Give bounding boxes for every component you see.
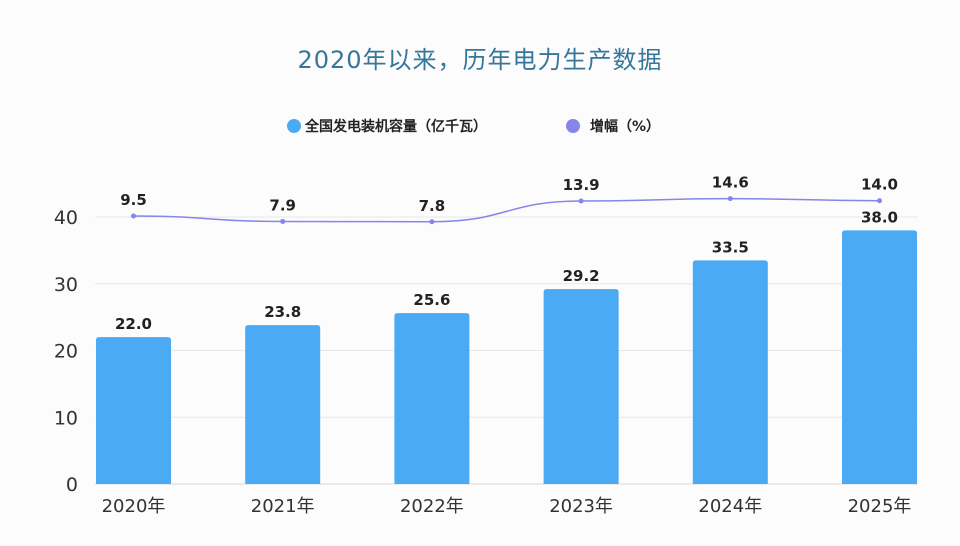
x-tick-label: 2025年 bbox=[848, 496, 912, 517]
y-tick-label: 0 bbox=[66, 474, 78, 496]
growth-point bbox=[429, 219, 435, 225]
legend-label-capacity: 全国发电装机容量（亿千瓦） bbox=[305, 119, 487, 135]
growth-point bbox=[131, 213, 136, 219]
bar-data-label: 29.2 bbox=[563, 267, 600, 285]
growth-data-label: 13.9 bbox=[563, 176, 600, 194]
x-tick-label: 2024年 bbox=[698, 496, 762, 517]
x-tick-label: 2020年 bbox=[102, 496, 166, 517]
bar-data-label: 22.0 bbox=[115, 315, 152, 333]
growth-point bbox=[877, 198, 882, 204]
y-tick-label: 40 bbox=[54, 207, 78, 229]
growth-point bbox=[578, 198, 584, 204]
bar bbox=[692, 260, 768, 484]
legend-item-growth[interactable]: 增幅（%） bbox=[566, 116, 660, 136]
legend-label-growth: 增幅（%） bbox=[590, 119, 661, 135]
bar-data-label: 25.6 bbox=[413, 291, 450, 309]
bar bbox=[245, 325, 321, 484]
x-tick-label: 2021年 bbox=[251, 496, 315, 517]
chart-title: 2020年以来，历年电力生产数据 bbox=[297, 46, 663, 74]
growth-data-label: 14.0 bbox=[861, 176, 898, 194]
legend-swatch-capacity bbox=[287, 119, 301, 133]
growth-line bbox=[133, 197, 880, 223]
growth-data-label: 14.6 bbox=[712, 174, 749, 192]
x-tick-label: 2022年 bbox=[400, 496, 464, 517]
growth-point bbox=[280, 218, 286, 224]
bar bbox=[96, 337, 171, 484]
growth-data-label: 7.8 bbox=[419, 197, 446, 215]
x-tick-label: 2023年 bbox=[549, 496, 613, 517]
y-tick-label: 10 bbox=[54, 407, 78, 429]
growth-point bbox=[727, 196, 733, 202]
y-tick-label: 20 bbox=[54, 341, 78, 363]
bar bbox=[842, 230, 917, 484]
bar-data-label: 33.5 bbox=[712, 238, 749, 256]
growth-data-label: 9.5 bbox=[120, 191, 147, 209]
bar-data-label: 23.8 bbox=[264, 303, 301, 321]
legend-item-capacity[interactable]: 全国发电装机容量（亿千瓦） bbox=[287, 116, 487, 136]
bar-data-label: 38.0 bbox=[861, 208, 898, 226]
bar bbox=[394, 313, 470, 484]
y-tick-label: 30 bbox=[54, 274, 78, 296]
legend-swatch-growth bbox=[566, 119, 580, 133]
bar bbox=[543, 289, 619, 484]
growth-data-label: 7.9 bbox=[269, 196, 296, 214]
